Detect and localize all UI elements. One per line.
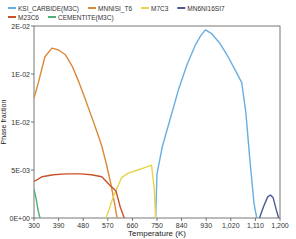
y-tick	[31, 26, 34, 27]
x-tick-label: 660	[127, 222, 139, 229]
series-line	[106, 165, 155, 218]
legend: KSI_CARBIDE(M3C) MNNISI_T6 M7C3 MN6NI16SI7 M…	[8, 5, 225, 22]
x-tick	[206, 218, 207, 221]
x-tick	[83, 218, 84, 221]
legend-swatch	[48, 16, 56, 18]
legend-swatch	[8, 7, 16, 9]
x-tick-label: 1,020	[222, 222, 240, 229]
legend-label: MN6NI16SI7	[187, 5, 225, 12]
legend-label: MNNISI_T6	[98, 5, 132, 13]
y-tick	[31, 74, 34, 75]
y-tick-label: 1E-02	[11, 119, 30, 126]
legend-label: M23C6	[18, 14, 39, 21]
legend-label: M7C3	[151, 5, 169, 12]
y-tick	[31, 170, 34, 171]
series-line	[34, 48, 117, 218]
y-tick-label: 0E+00	[10, 215, 31, 222]
legend-swatch	[177, 7, 185, 9]
legend-swatch	[141, 7, 149, 9]
series-line	[156, 30, 257, 218]
chart: 0E+00 5E-03 1E-02 1E-02 2E-02 300 390 480 570 660…	[0, 0, 296, 239]
x-tick-label: 1,110	[247, 222, 264, 229]
x-tick	[280, 218, 281, 221]
y-tick-label: 2E-02	[11, 23, 30, 30]
x-tick-label: 750	[151, 222, 163, 229]
x-tick	[157, 218, 158, 221]
x-tick	[107, 218, 108, 221]
x-tick	[58, 218, 59, 221]
x-tick	[181, 218, 182, 221]
x-tick-label: 1,200	[271, 222, 289, 229]
x-tick-label: 390	[53, 222, 65, 229]
x-tick	[255, 218, 256, 221]
legend-label: KSI_CARBIDE(M3C)	[18, 5, 79, 13]
x-tick-label: 480	[77, 222, 89, 229]
y-tick	[31, 122, 34, 123]
plot-frame	[34, 26, 280, 218]
plot-area	[34, 30, 279, 218]
y-tick-label: 5E-03	[11, 167, 30, 174]
y-tick-label: 1E-02	[11, 71, 30, 78]
x-axis-label: Temperature (K)	[128, 229, 186, 238]
series-line	[260, 195, 279, 218]
series-line	[34, 174, 124, 218]
x-tick-label: 300	[28, 222, 40, 229]
y-axis-label: Phase fraction	[0, 100, 7, 145]
x-tick	[230, 218, 231, 221]
x-tick	[132, 218, 133, 221]
series-line	[34, 189, 40, 218]
legend-swatch	[8, 16, 16, 18]
legend-swatch	[88, 7, 96, 9]
x-tick-label: 930	[200, 222, 212, 229]
legend-label: CEMENTITE(M3C)	[58, 14, 114, 22]
x-tick-label: 570	[102, 222, 114, 229]
x-tick-label: 840	[176, 222, 188, 229]
y-tick	[31, 218, 34, 219]
x-tick	[34, 218, 35, 221]
